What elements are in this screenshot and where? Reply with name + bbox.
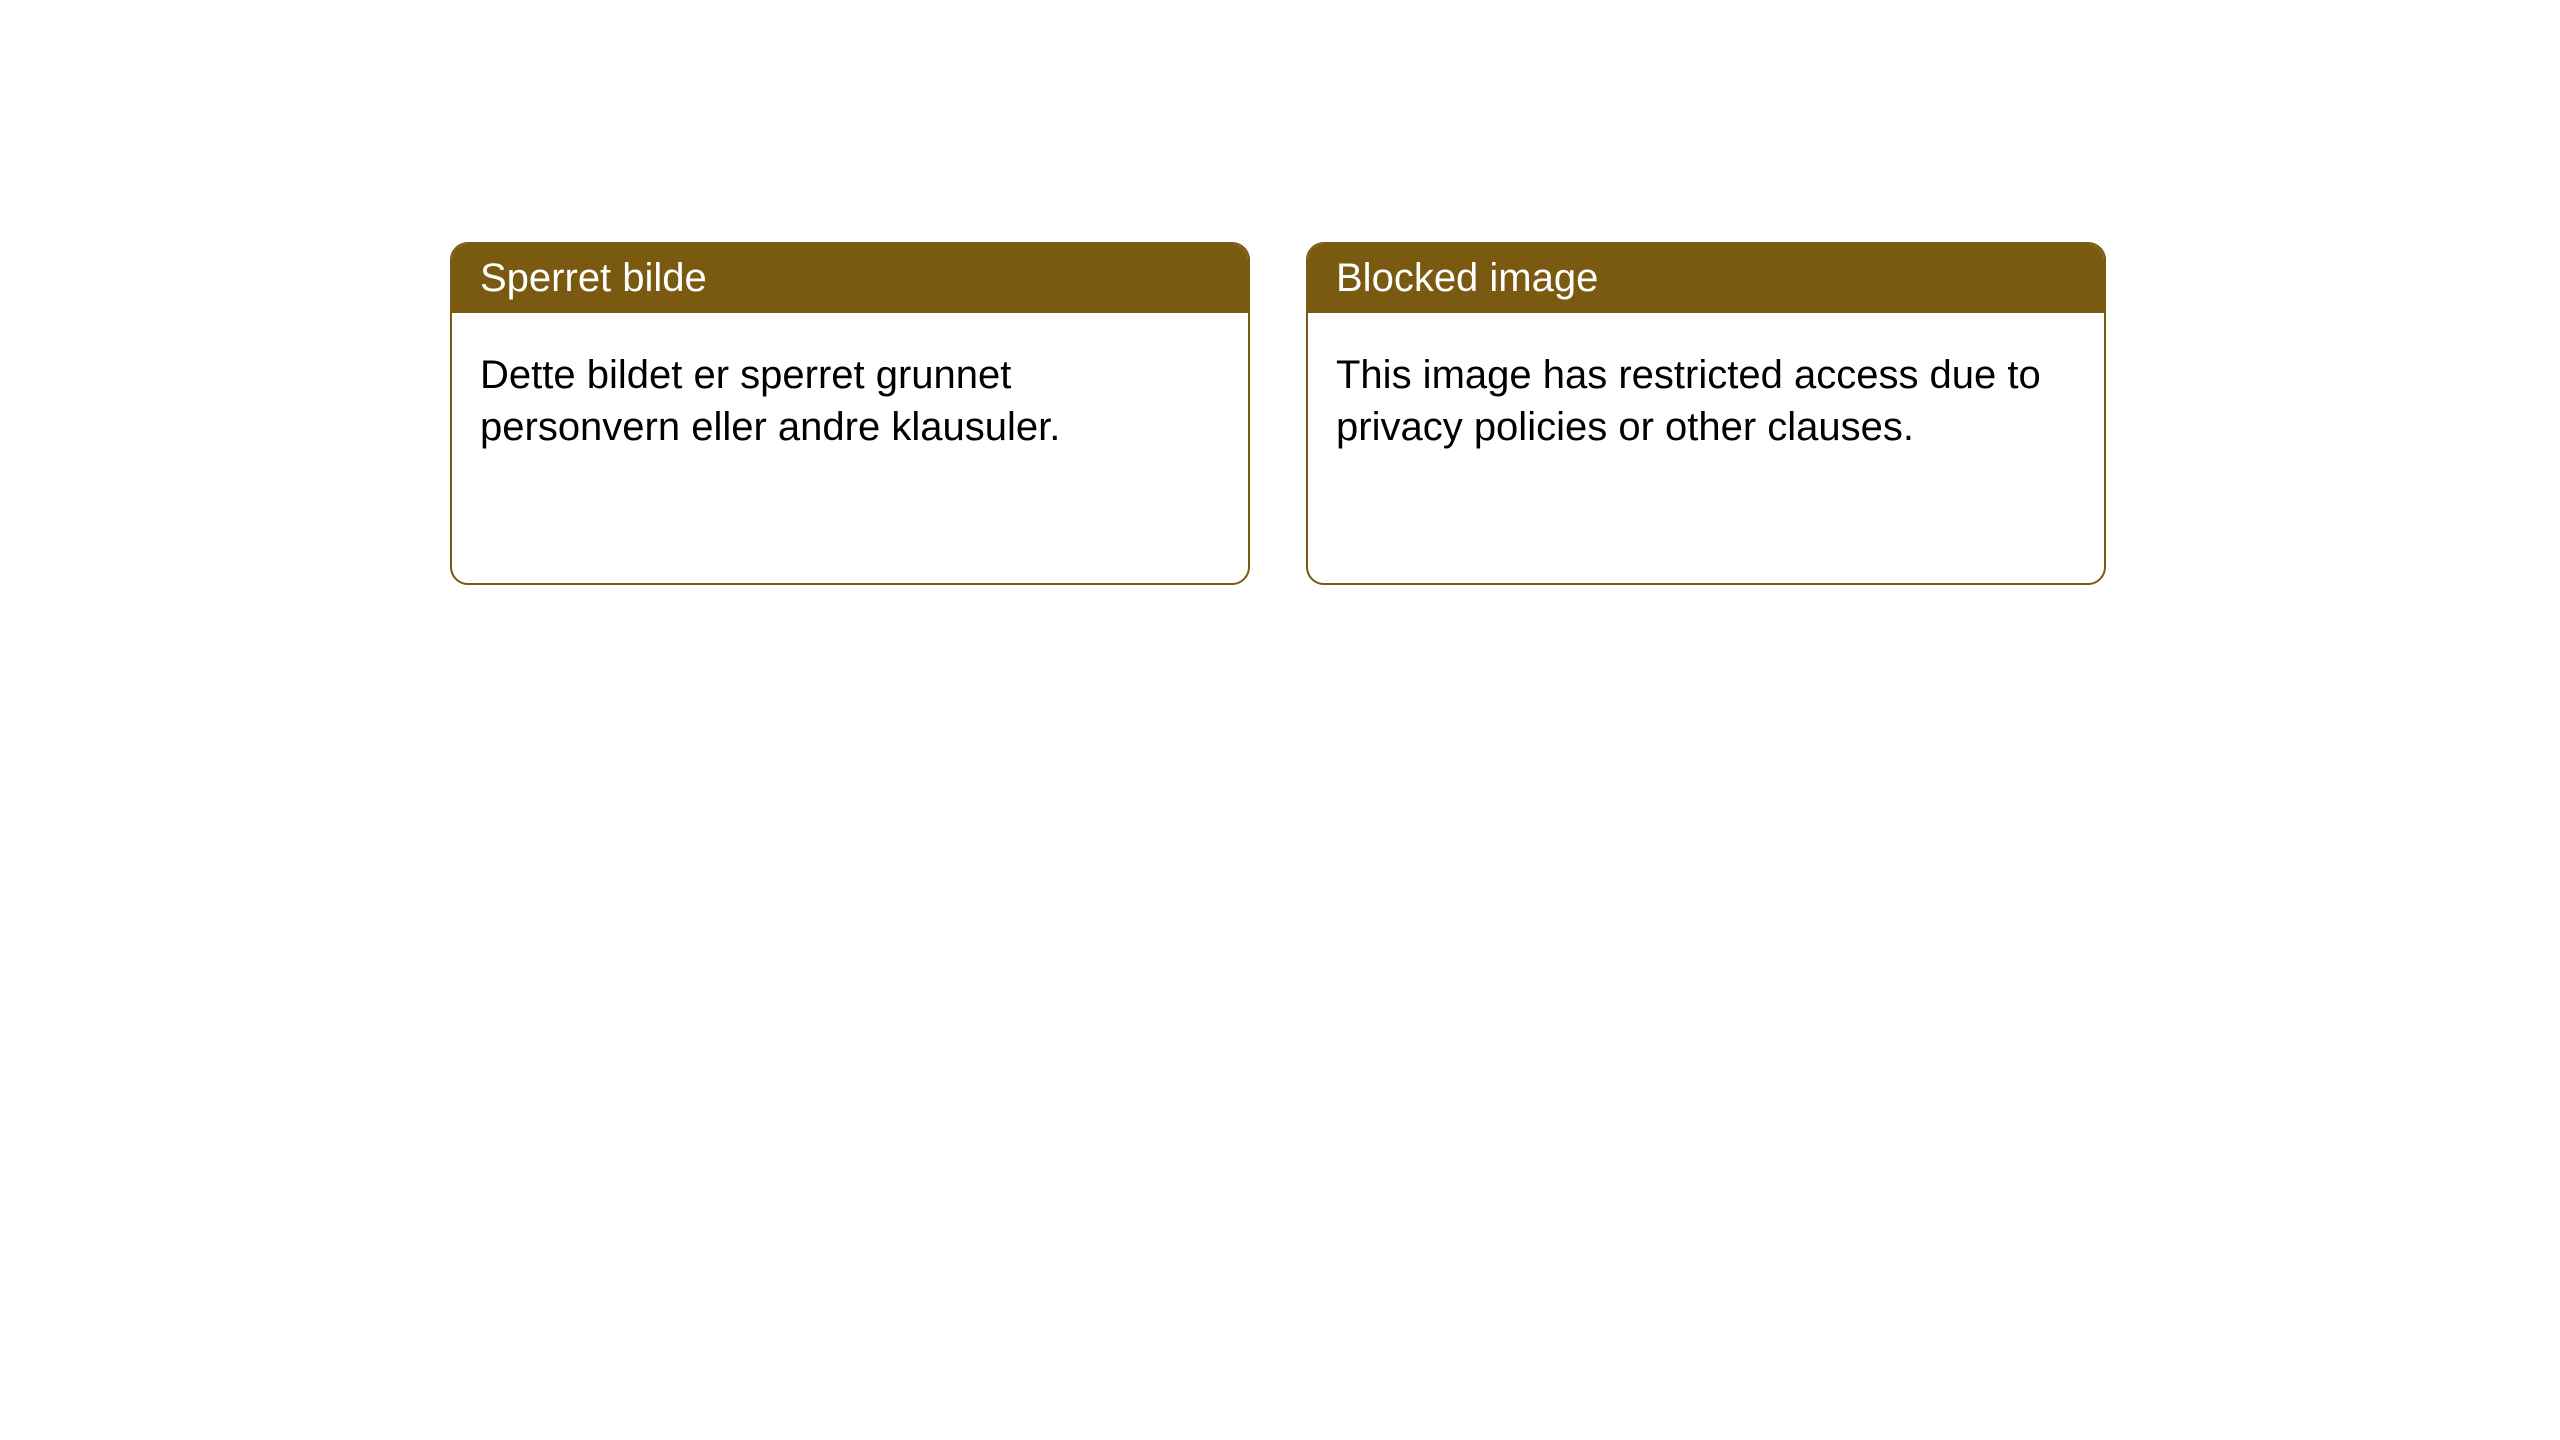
card-title: Blocked image (1336, 256, 1598, 300)
cards-container: Sperret bilde Dette bildet er sperret gr… (450, 242, 2106, 585)
card-body: Dette bildet er sperret grunnet personve… (452, 313, 1248, 583)
card-header: Blocked image (1308, 244, 2104, 313)
card-header: Sperret bilde (452, 244, 1248, 313)
card-body-text: This image has restricted access due to … (1336, 349, 2076, 453)
card-title: Sperret bilde (480, 256, 707, 300)
card-body: This image has restricted access due to … (1308, 313, 2104, 583)
card-body-text: Dette bildet er sperret grunnet personve… (480, 349, 1220, 453)
blocked-image-card-en: Blocked image This image has restricted … (1306, 242, 2106, 585)
blocked-image-card-no: Sperret bilde Dette bildet er sperret gr… (450, 242, 1250, 585)
